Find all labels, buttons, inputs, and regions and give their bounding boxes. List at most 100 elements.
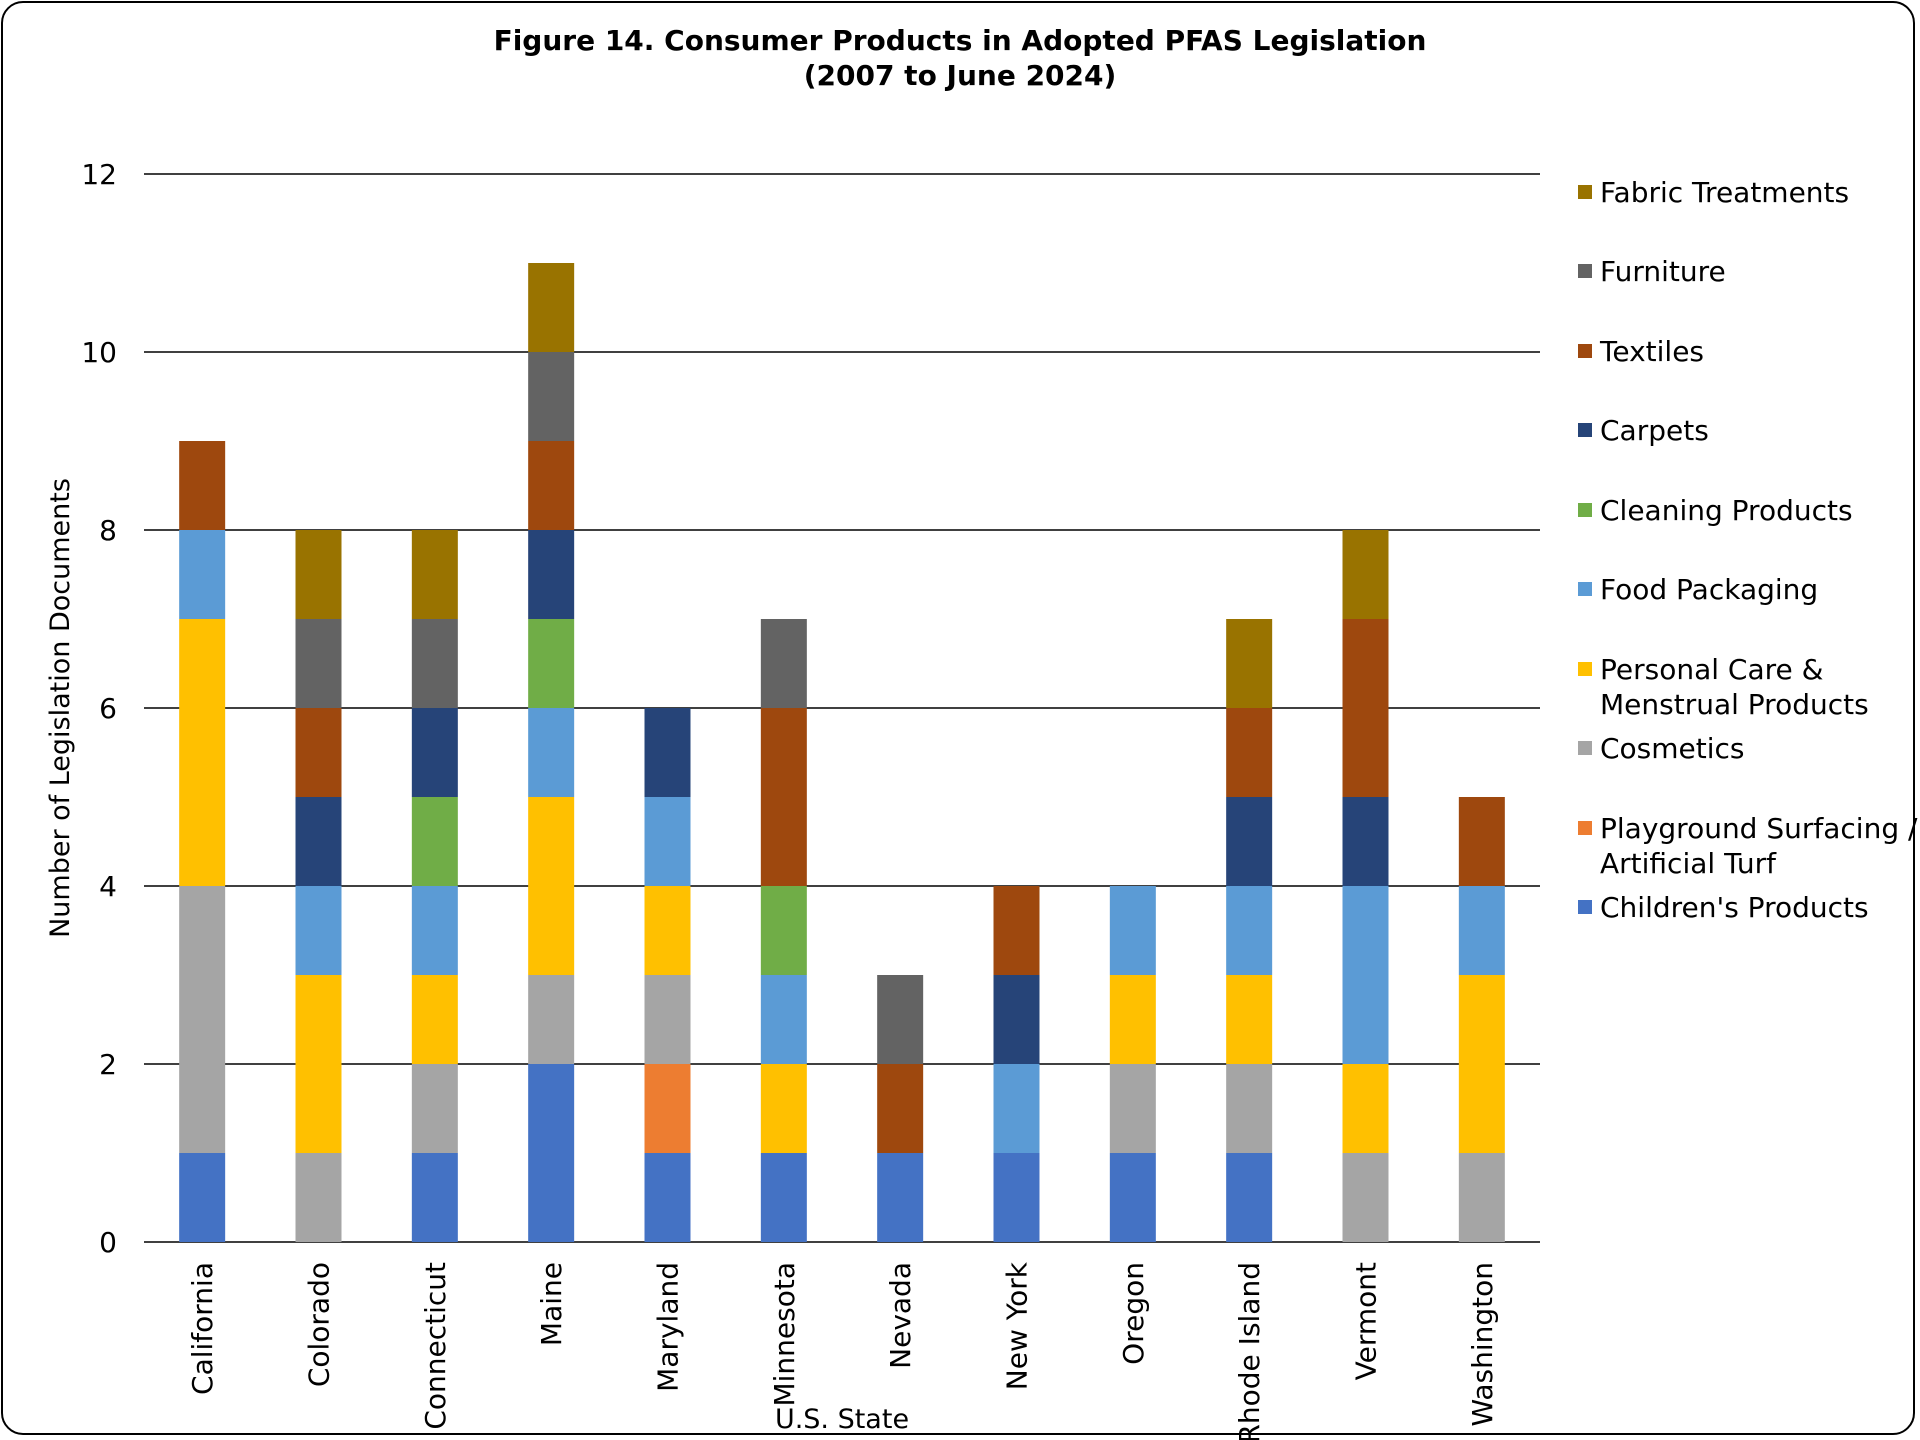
x-tick-label: Oregon (1117, 1262, 1150, 1365)
bar-segment (1109, 1153, 1156, 1242)
legend-label: Fabric Treatments (1600, 176, 1849, 209)
bar-segment (1226, 1153, 1273, 1242)
bar-segment (411, 619, 458, 708)
bar-segment (295, 1153, 342, 1242)
bar-segment (1226, 886, 1273, 975)
x-tick-label: Nevada (884, 1262, 917, 1369)
bar-segment (179, 530, 226, 619)
bar-segment (1342, 619, 1389, 797)
legend-swatch (1578, 503, 1592, 517)
bar-segment (1109, 886, 1156, 975)
bar-segment (1342, 1064, 1389, 1153)
bar-segment (295, 619, 342, 708)
bar-segment (993, 1153, 1040, 1242)
bar-segment (993, 886, 1040, 975)
bar-segment (1226, 619, 1273, 708)
legend-label: Menstrual Products (1600, 688, 1869, 721)
bar-segment (295, 530, 342, 619)
legend-label: Carpets (1600, 414, 1709, 447)
bar-segment (1109, 975, 1156, 1064)
bar-segment (179, 441, 226, 530)
bars (179, 263, 1505, 1242)
bar-segment (644, 886, 691, 975)
legend-swatch (1578, 741, 1592, 755)
bar-segment (528, 708, 575, 797)
legend-label: Cosmetics (1600, 732, 1745, 765)
bar-segment (1226, 708, 1273, 797)
bar-segment (411, 1153, 458, 1242)
legend-swatch (1578, 662, 1592, 676)
y-tick-label: 10 (81, 336, 117, 369)
bar-segment (644, 1153, 691, 1242)
bar-segment (644, 708, 691, 797)
bar-segment (877, 1064, 924, 1153)
bar-segment (1342, 886, 1389, 1064)
y-tick-label: 2 (99, 1048, 117, 1081)
bar-segment (644, 797, 691, 886)
bar-segment (528, 797, 575, 975)
x-tick-label: California (186, 1262, 219, 1395)
bar-segment (1458, 797, 1505, 886)
bar-segment (528, 263, 575, 352)
x-tick-label: Maryland (652, 1262, 685, 1392)
y-tick-label: 8 (99, 514, 117, 547)
y-axis-title: Number of Legislation Documents (45, 478, 76, 938)
bar-segment (1226, 975, 1273, 1064)
bar-segment (411, 886, 458, 975)
x-tick-label: Rhode Island (1233, 1262, 1266, 1440)
legend-label: Personal Care & (1600, 653, 1824, 686)
bar-segment (295, 886, 342, 975)
bar-segment (993, 1064, 1040, 1153)
legend-swatch (1578, 900, 1592, 914)
bar-segment (1458, 975, 1505, 1153)
bar-segment (760, 1153, 807, 1242)
bar-segment (760, 619, 807, 708)
bar-segment (295, 708, 342, 797)
bar-segment (411, 1064, 458, 1153)
legend-label: Cleaning Products (1600, 494, 1853, 527)
bar-segment (295, 975, 342, 1153)
legend: Fabric Treatments Furniture Textiles Carpet… (1578, 176, 1918, 924)
bar-segment (1458, 1153, 1505, 1242)
bar-segment (1342, 1153, 1389, 1242)
bar-segment (1342, 530, 1389, 619)
legend-swatch (1578, 185, 1592, 199)
legend-label: Food Packaging (1600, 573, 1818, 606)
legend-swatch (1578, 344, 1592, 358)
x-tick-label: Washington (1466, 1262, 1499, 1427)
bar-segment (760, 886, 807, 975)
bar-segment (411, 708, 458, 797)
bar-segment (1342, 797, 1389, 886)
bar-segment (528, 1064, 575, 1242)
bar-segment (295, 797, 342, 886)
bar-segment (179, 1153, 226, 1242)
legend-label: Textiles (1599, 335, 1704, 368)
bar-segment (528, 352, 575, 441)
bar-segment (760, 708, 807, 886)
bar-segment (411, 975, 458, 1064)
y-axis-ticks: 0 2 4 6 8 10 12 (81, 158, 117, 1259)
legend-label: Playground Surfacing / (1600, 812, 1918, 845)
x-tick-label: New York (1001, 1261, 1034, 1390)
bar-segment (179, 619, 226, 886)
bar-segment (644, 975, 691, 1064)
x-tick-label: Colorado (303, 1262, 336, 1387)
bar-segment (411, 530, 458, 619)
y-tick-label: 4 (99, 870, 117, 903)
bar-segment (179, 886, 226, 1153)
bar-segment (760, 975, 807, 1064)
x-tick-label: Minnesota (768, 1262, 801, 1407)
bar-segment (993, 975, 1040, 1064)
legend-swatch (1578, 423, 1592, 437)
bar-segment (1226, 1064, 1273, 1153)
bar-segment (1109, 1064, 1156, 1153)
bar-segment (528, 975, 575, 1064)
x-tick-label: Vermont (1350, 1262, 1383, 1380)
bar-segment (528, 530, 575, 619)
bar-segment (528, 619, 575, 708)
chart-subtitle: (2007 to June 2024) (804, 59, 1117, 92)
bar-segment (1226, 797, 1273, 886)
bar-segment (528, 441, 575, 530)
x-axis-ticks: California Colorado Connecticut Maine Maryla… (186, 1261, 1499, 1440)
